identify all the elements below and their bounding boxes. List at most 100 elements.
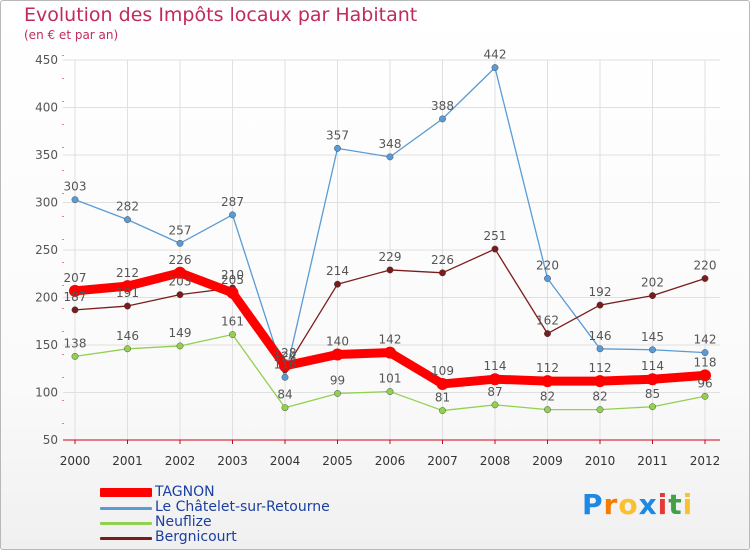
x-tick-label: 2008 — [480, 454, 511, 468]
x-tick-label: 2002 — [165, 454, 196, 468]
data-point — [229, 211, 236, 219]
data-label: 145 — [641, 330, 664, 344]
x-tick-label: 2006 — [375, 454, 406, 468]
logo-letter: t — [668, 488, 683, 521]
data-label: 303 — [64, 180, 87, 194]
x-tick-label: 2009 — [532, 454, 563, 468]
data-label: 118 — [694, 355, 717, 369]
data-label: 257 — [169, 223, 192, 237]
data-label: 388 — [431, 99, 454, 113]
legend-swatch-tagnon — [100, 488, 152, 497]
data-label: 146 — [589, 329, 612, 343]
data-point — [226, 286, 239, 299]
data-label: 114 — [641, 359, 664, 373]
data-label: 210 — [221, 268, 244, 282]
y-tick-label: 350 — [35, 148, 58, 162]
data-point — [174, 266, 186, 279]
x-tick-label: 2010 — [585, 454, 616, 468]
data-point — [176, 239, 184, 247]
data-point — [544, 275, 551, 282]
logo-letter: i — [682, 488, 694, 521]
data-label: 128 — [274, 346, 297, 360]
data-point — [334, 390, 341, 397]
data-label: 192 — [589, 285, 612, 299]
data-label: 205 — [221, 273, 244, 287]
data-point — [176, 291, 184, 299]
data-point — [229, 331, 236, 338]
data-point — [279, 359, 291, 372]
data-label: 81 — [435, 391, 450, 405]
x-tick-label: 2004 — [270, 454, 301, 468]
data-point — [594, 375, 606, 388]
x-tick-label: 2005 — [322, 454, 353, 468]
data-point — [386, 153, 394, 161]
data-point — [596, 301, 604, 309]
data-label: 226 — [431, 253, 454, 267]
data-label: 85 — [645, 387, 660, 401]
data-point — [281, 404, 289, 412]
data-point — [71, 196, 79, 204]
data-point — [71, 352, 79, 360]
proxiti-logo: Proxiti — [582, 488, 693, 521]
legend-swatch-neuflize — [100, 522, 152, 525]
legend-label-tagnon: TAGNON — [155, 484, 215, 500]
data-point — [541, 375, 554, 388]
y-tick-label: 300 — [35, 196, 58, 210]
legend-swatch-bergnicourt — [100, 537, 152, 540]
data-label: 142 — [694, 333, 717, 347]
data-point — [439, 269, 446, 277]
data-point — [121, 280, 134, 293]
series-neuflize — [71, 331, 709, 414]
data-label: 112 — [589, 361, 612, 375]
data-label: 357 — [326, 128, 349, 142]
y-tick-label: 250 — [35, 243, 58, 257]
data-point — [124, 345, 131, 353]
x-tick-label: 2011 — [637, 454, 668, 468]
data-label: 226 — [169, 253, 192, 267]
data-point — [439, 115, 446, 123]
data-label: 442 — [484, 48, 507, 62]
data-point — [384, 346, 396, 359]
data-point — [436, 377, 449, 390]
data-label: 112 — [536, 361, 559, 375]
x-tick-label: 2012 — [690, 454, 721, 468]
data-point — [176, 342, 184, 350]
y-tick-label: 450 — [35, 53, 58, 67]
data-label: 124 — [274, 350, 297, 364]
y-tick-label: 150 — [35, 338, 58, 352]
data-label: 162 — [536, 314, 559, 328]
data-point — [699, 369, 711, 382]
data-label: 220 — [536, 259, 559, 273]
data-label: 220 — [694, 259, 717, 273]
data-label: 146 — [116, 329, 139, 343]
data-point — [281, 373, 289, 381]
data-point — [701, 349, 709, 356]
data-point — [544, 406, 551, 413]
series-le-ch-telet-sur-retourne — [71, 64, 709, 381]
logo-letter: o — [618, 488, 639, 521]
data-label: 149 — [169, 326, 192, 340]
data-label: 142 — [379, 333, 402, 347]
data-point — [386, 266, 394, 274]
chart-subtitle: (en € et par an) — [24, 28, 119, 42]
data-label: 191 — [116, 286, 139, 300]
data-point — [331, 348, 344, 361]
logo-letter: r — [603, 488, 619, 521]
data-label: 187 — [64, 290, 87, 304]
data-label: 203 — [169, 275, 192, 289]
data-label: 84 — [277, 388, 292, 402]
data-label: 207 — [64, 271, 87, 285]
logo-letter: i — [657, 488, 669, 521]
data-point — [596, 406, 604, 413]
data-point — [491, 64, 499, 72]
data-point — [649, 346, 656, 354]
data-label: 214 — [326, 264, 349, 278]
data-label: 138 — [64, 336, 87, 350]
x-tick-label: 2001 — [112, 454, 143, 468]
y-tick-label: 200 — [35, 291, 58, 305]
data-point — [71, 306, 79, 314]
data-point — [69, 284, 81, 297]
data-point — [646, 373, 659, 386]
data-point — [649, 403, 656, 411]
